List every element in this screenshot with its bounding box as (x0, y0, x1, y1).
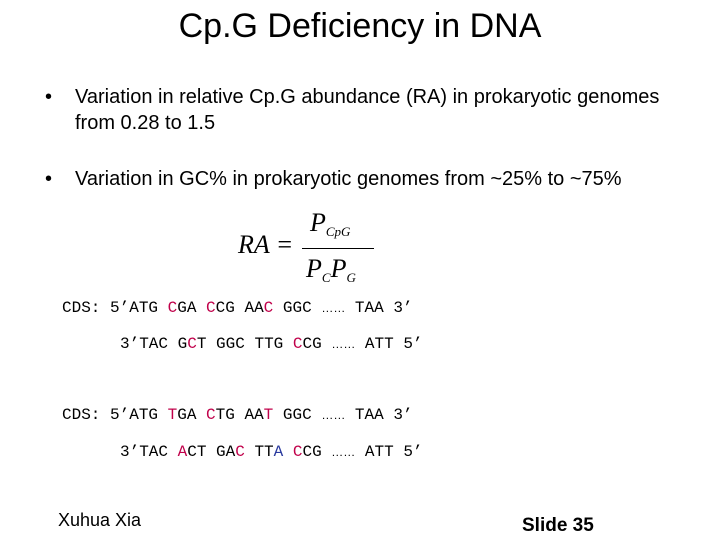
slide-number: Slide 35 (522, 515, 594, 536)
slide-title: Cp.G Deficiency in DNA (178, 7, 542, 45)
formula-lhs: RA = (238, 230, 294, 259)
sequence-line-3: CDS: 5’ATG TGA CTG AAT GGC …… TAA 3’ (62, 406, 413, 424)
bullet-symbol: • (45, 86, 53, 108)
sequence-line-4: 3’TAC ACT GAC TTA CCG …… ATT 5’ (120, 443, 423, 461)
ra-formula: RA = PCpG PCPG (238, 206, 378, 286)
bullet-text: Variation in GC% in prokaryotic genomes … (75, 168, 622, 190)
sequence-line-1: CDS: 5’ATG CGA CCG AAC GGC …… TAA 3’ (62, 299, 413, 317)
sequence-line-2: 3’TAC GCT GGC TTG CCG …… ATT 5’ (120, 335, 423, 353)
formula-numerator: PCpG (310, 208, 351, 239)
formula-denominator: PCPG (306, 254, 356, 285)
fraction-bar (302, 248, 374, 249)
bullet-text: Variation in relative Cp.G abundance (RA… (75, 86, 660, 134)
bullet-symbol: • (45, 168, 53, 190)
author-name: Xuhua Xia (58, 510, 142, 530)
